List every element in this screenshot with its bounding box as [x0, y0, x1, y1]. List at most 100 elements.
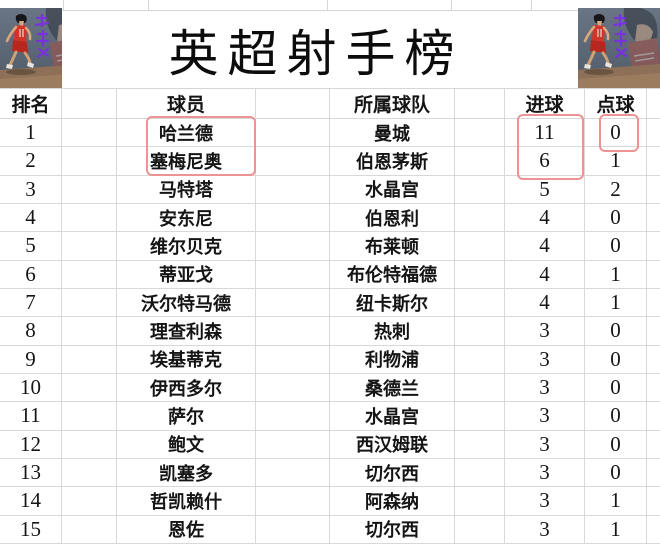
cell-goals: 4: [505, 203, 585, 233]
cell-empty: [455, 147, 505, 176]
cell-empty: [647, 317, 660, 346]
cell-empty: [62, 487, 117, 516]
cell-rank: 4: [0, 203, 62, 233]
cell-player: 萨尔: [117, 402, 256, 431]
basketball-player-image-right: [578, 8, 660, 88]
table-row: 7 沃尔特马德 纽卡斯尔 4 1: [0, 288, 660, 318]
cell-penalties: 0: [585, 232, 647, 261]
cell-empty: [62, 345, 117, 374]
header-goals: 进球: [505, 89, 585, 119]
cell-penalties: 0: [585, 430, 647, 459]
cell-team: 伯恩茅斯: [330, 147, 455, 176]
cell-empty: [62, 175, 117, 204]
cell-empty: [647, 232, 660, 261]
cell-empty: [647, 289, 660, 318]
cell-player: 恩佐: [117, 515, 256, 544]
cell-team: 阿森纳: [330, 487, 455, 516]
cell-empty: [256, 232, 330, 261]
cell-rank: 2: [0, 147, 62, 176]
cell-penalties: 2: [585, 175, 647, 204]
cell-empty: [647, 459, 660, 488]
gridline: [531, 0, 532, 11]
gridline: [63, 0, 64, 11]
cell-team: 桑德兰: [330, 373, 455, 403]
cell-empty: [256, 260, 330, 289]
cell-empty: [256, 317, 330, 346]
table-row: 10 伊西多尔 桑德兰 3 0: [0, 373, 660, 403]
cell-rank: 10: [0, 373, 62, 403]
cell-player: 鲍文: [117, 430, 256, 459]
table-row: 8 理查利森 热刺 3 0: [0, 317, 660, 346]
cell-empty: [62, 119, 117, 148]
cell-empty: [455, 288, 505, 318]
title-row: 英超射手榜: [0, 11, 660, 88]
cell-player: 沃尔特马德: [117, 288, 256, 318]
scorer-table: 排名 球员 所属球队 进球 点球 1 哈兰德 曼城 11 0 2 塞梅尼奥 伯恩茅斯 6 1 3 马特塔 水晶宫 5…: [0, 88, 660, 544]
cell-goals: 3: [505, 317, 585, 346]
cell-rank: 7: [0, 288, 62, 318]
cell-empty: [647, 346, 660, 374]
cell-goals: 4: [505, 260, 585, 289]
table-header-row: 排名 球员 所属球队 进球 点球: [0, 89, 660, 119]
cell-empty: [62, 89, 117, 119]
cell-goals: 3: [505, 487, 585, 516]
table-row: 14 哲凯赖什 阿森纳 3 1: [0, 487, 660, 516]
page-title: 英超射手榜: [168, 25, 464, 82]
gridline: [451, 0, 452, 11]
cell-penalties: 0: [585, 345, 647, 374]
cell-empty: [455, 402, 505, 431]
cell-player: 伊西多尔: [117, 373, 256, 403]
cell-penalties: 0: [585, 458, 647, 488]
cell-empty: [256, 119, 330, 148]
cell-team: 利物浦: [330, 345, 455, 374]
cell-player: 蒂亚戈: [117, 260, 256, 289]
cell-rank: 13: [0, 458, 62, 488]
cell-penalties: 1: [585, 260, 647, 289]
cell-goals: 3: [505, 373, 585, 403]
cell-player: 理查利森: [117, 317, 256, 346]
cell-empty: [647, 431, 660, 459]
header-rank: 排名: [0, 89, 62, 119]
cell-empty: [256, 203, 330, 233]
cell-goals: 3: [505, 430, 585, 459]
cell-empty: [62, 260, 117, 289]
cell-empty: [62, 317, 117, 346]
top-grid-sliver: [0, 0, 660, 11]
cell-penalties: 1: [585, 487, 647, 516]
cell-player: 哈兰德: [117, 119, 256, 148]
table-row: 13 凯塞多 切尔西 3 0: [0, 458, 660, 488]
cell-penalties: 1: [585, 288, 647, 318]
cell-rank: 12: [0, 430, 62, 459]
cell-empty: [455, 119, 505, 148]
table-row: 4 安东尼 伯恩利 4 0: [0, 203, 660, 233]
cell-empty: [62, 203, 117, 233]
cell-empty: [62, 288, 117, 318]
cell-team: 西汉姆联: [330, 430, 455, 459]
cell-goals: 3: [505, 345, 585, 374]
cell-empty: [256, 373, 330, 403]
cell-empty: [455, 345, 505, 374]
cell-empty: [256, 345, 330, 374]
cell-goals: 3: [505, 402, 585, 431]
cell-team: 布莱顿: [330, 232, 455, 261]
cell-player: 塞梅尼奥: [117, 147, 256, 176]
cell-empty: [455, 260, 505, 289]
table-row: 2 塞梅尼奥 伯恩茅斯 6 1: [0, 147, 660, 176]
cell-empty: [62, 515, 117, 544]
cell-goals: 11: [505, 119, 585, 148]
cell-empty: [647, 487, 660, 516]
cell-team: 纽卡斯尔: [330, 288, 455, 318]
cell-empty: [647, 89, 660, 119]
cell-empty: [256, 288, 330, 318]
cell-empty: [647, 516, 660, 544]
table-row: 3 马特塔 水晶宫 5 2: [0, 175, 660, 204]
cell-rank: 9: [0, 345, 62, 374]
cell-team: 伯恩利: [330, 203, 455, 233]
cell-empty: [647, 402, 660, 431]
cell-penalties: 1: [585, 515, 647, 544]
cell-empty: [256, 402, 330, 431]
cell-rank: 3: [0, 175, 62, 204]
cell-penalties: 0: [585, 402, 647, 431]
cell-rank: 5: [0, 232, 62, 261]
header-team: 所属球队: [330, 89, 455, 119]
